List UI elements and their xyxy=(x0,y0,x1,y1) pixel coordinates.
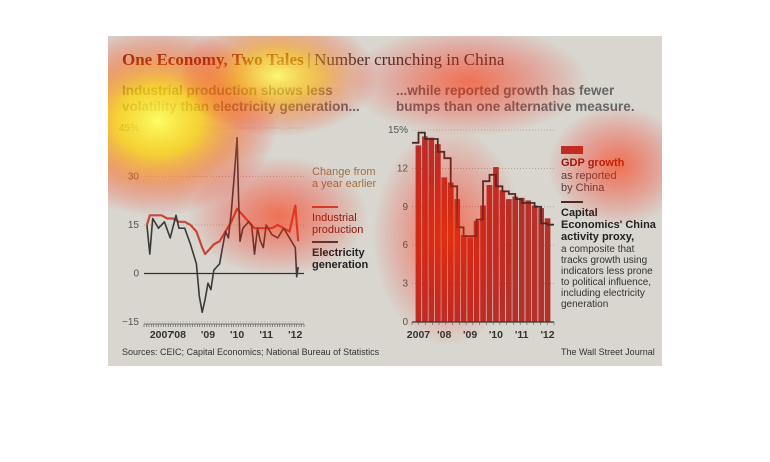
gdp-growth-bar xyxy=(460,235,467,322)
right-y-tick-label: 9 xyxy=(402,202,408,213)
left-x-tick-label: '08 xyxy=(172,329,186,341)
right-legend-proxy-desc: a composite that tracks growth using ind… xyxy=(561,244,653,310)
gdp-growth-bar xyxy=(531,205,538,322)
gdp-growth-bar xyxy=(544,218,551,322)
left-legend-electricity: Electricity generation xyxy=(312,247,369,271)
gdp-growth-bar xyxy=(525,200,532,322)
right-legend-gdp-name: GDP growth xyxy=(561,157,625,169)
gdp-growth-bar xyxy=(493,167,499,322)
gdp-growth-bar xyxy=(512,196,519,322)
gdp-growth-bar xyxy=(435,144,441,322)
gdp-growth-bar xyxy=(428,137,435,322)
right-x-tick-label: '09 xyxy=(463,329,477,341)
right-x-tick-label: '08 xyxy=(437,329,451,341)
right-y-tick-label: 6 xyxy=(402,240,408,251)
gdp-growth-bar xyxy=(518,197,525,322)
left-y-tick-label: −15 xyxy=(122,317,139,328)
left-x-tick-label: '12 xyxy=(288,329,302,341)
left-y-tick-label: 45% xyxy=(119,123,139,134)
right-legend-proxy-name: Capital Economics' China activity proxy, xyxy=(561,207,656,243)
left-legend-note: Change from a year earlier xyxy=(312,166,377,190)
right-legend-gdp-swatch xyxy=(561,146,583,154)
left-y-tick-label: 0 xyxy=(133,269,139,280)
left-legend-industrial: Industrial production xyxy=(312,212,364,236)
left-x-tick-label: '09 xyxy=(201,329,215,341)
chart-panel: One Economy, Two Tales | Number crunching … xyxy=(108,36,662,366)
gdp-growth-bar xyxy=(538,208,544,322)
left-legend-electricity-swatch xyxy=(312,241,338,243)
right-legend-proxy-swatch xyxy=(561,201,583,203)
right-x-tick-label: '10 xyxy=(489,329,503,341)
right-x-tick-label: '11 xyxy=(515,329,529,341)
left-x-tick-label: '11 xyxy=(259,329,273,341)
gdp-growth-bar xyxy=(499,190,506,322)
gdp-growth-bar xyxy=(486,185,493,322)
footer-sources: Sources: CEIC; Capital Economics; Nation… xyxy=(122,347,380,357)
right-y-tick-label: 15% xyxy=(388,125,408,136)
left-y-tick-label: 30 xyxy=(128,172,140,183)
gdp-growth-bar xyxy=(422,136,428,322)
gdp-growth-bar xyxy=(480,205,486,322)
left-y-tick-label: 15 xyxy=(128,220,140,231)
gdp-growth-bar xyxy=(447,182,454,322)
footer-credit: The Wall Street Journal xyxy=(561,347,655,357)
left-x-tick-label: '10 xyxy=(230,329,244,341)
gdp-growth-bar xyxy=(441,177,448,322)
gdp-growth-bar xyxy=(467,237,473,322)
right-y-tick-label: 0 xyxy=(402,317,408,328)
right-y-tick-label: 3 xyxy=(402,279,408,290)
right-x-tick-label: 2007 xyxy=(407,329,431,341)
right-x-tick-label: '12 xyxy=(540,329,554,341)
gdp-growth-bar xyxy=(415,145,422,322)
left-legend-industrial-swatch xyxy=(312,206,338,208)
right-y-tick-label: 12 xyxy=(397,163,409,174)
right-legend-gdp-desc: as reported by China xyxy=(561,170,617,194)
gdp-growth-bar xyxy=(506,199,512,322)
left-x-tick-label: 2007 xyxy=(150,329,174,341)
